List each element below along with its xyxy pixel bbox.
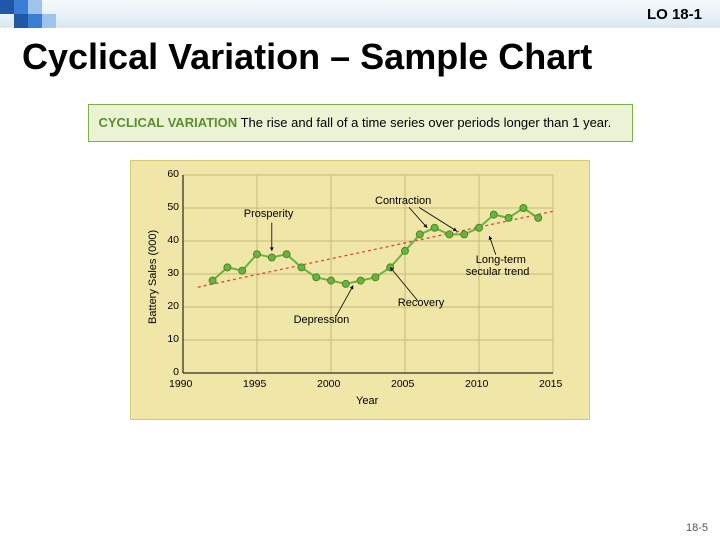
chart-text: 2010: [465, 378, 488, 390]
chart-text: Long-term: [476, 254, 526, 266]
chart-text: 50: [161, 201, 179, 213]
chart-svg: [131, 161, 591, 421]
slide-number: 18-5: [686, 522, 708, 534]
chart-text: 2015: [539, 378, 562, 390]
chart-text: Year: [356, 395, 378, 407]
chart-text: Recovery: [398, 297, 444, 309]
chart-text: 20: [161, 300, 179, 312]
logo-squares-icon: [0, 0, 70, 28]
chart-text: 1990: [169, 378, 192, 390]
chart-text: secular trend: [466, 266, 530, 278]
definition-box: CYCLICAL VARIATION The rise and fall of …: [88, 104, 633, 142]
learning-objective-label: LO 18-1: [647, 6, 702, 23]
chart-text: 0: [161, 366, 179, 378]
chart-text: 10: [161, 333, 179, 345]
chart-text: Prosperity: [244, 208, 294, 220]
chart-text: 30: [161, 267, 179, 279]
chart-text: 1995: [243, 378, 266, 390]
page-title: Cyclical Variation – Sample Chart: [0, 28, 720, 92]
chart-text: 2005: [391, 378, 414, 390]
chart-text: 60: [161, 168, 179, 180]
slide-header: LO 18-1: [0, 0, 720, 28]
definition-body: The rise and fall of a time series over …: [241, 115, 612, 130]
y-axis-label: Battery Sales (000): [147, 229, 159, 323]
chart-text: 2000: [317, 378, 340, 390]
chart-text: Depression: [294, 314, 350, 326]
chart-text: 40: [161, 234, 179, 246]
definition-term: CYCLICAL VARIATION: [99, 115, 238, 130]
chart-text: Contraction: [375, 195, 431, 207]
cyclical-chart: 0 10 20 30 40 50 60 1990 1995 2000 2005 2010 2015 Bat…: [130, 160, 590, 420]
